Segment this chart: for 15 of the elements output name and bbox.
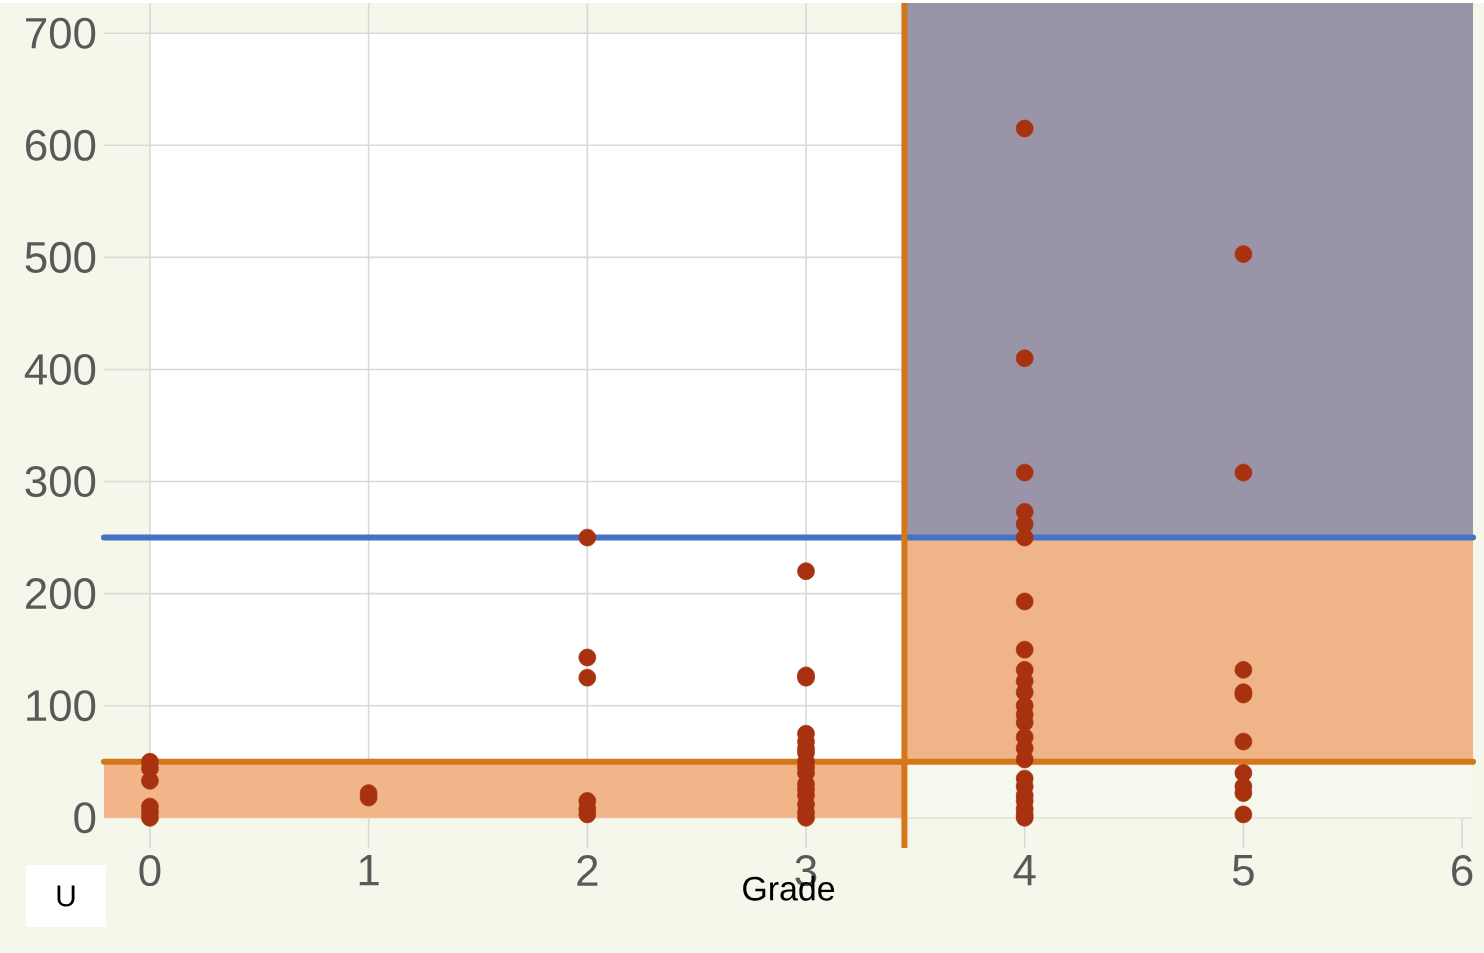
x-tick-label: 5 bbox=[1232, 855, 1254, 886]
y-tick-label: 100 bbox=[27, 690, 96, 722]
y-tick-label: 600 bbox=[26, 129, 96, 161]
x-tick-label: 4 bbox=[1013, 855, 1036, 886]
y-tick-label: 200 bbox=[26, 578, 96, 610]
text: U bbox=[57, 885, 75, 907]
x-tick-label: 0 bbox=[139, 855, 161, 887]
y-tick-label: 400 bbox=[24, 353, 96, 385]
x-tick-label: 2 bbox=[577, 855, 598, 886]
y-tick-label: 0 bbox=[74, 802, 96, 834]
y-tick-label: 700 bbox=[26, 17, 96, 49]
x-tick-label: 6 bbox=[1452, 855, 1473, 887]
x-tick-label: 1 bbox=[359, 855, 379, 886]
y-tick-label: 500 bbox=[25, 241, 96, 273]
y-tick-label: 300 bbox=[25, 466, 96, 498]
